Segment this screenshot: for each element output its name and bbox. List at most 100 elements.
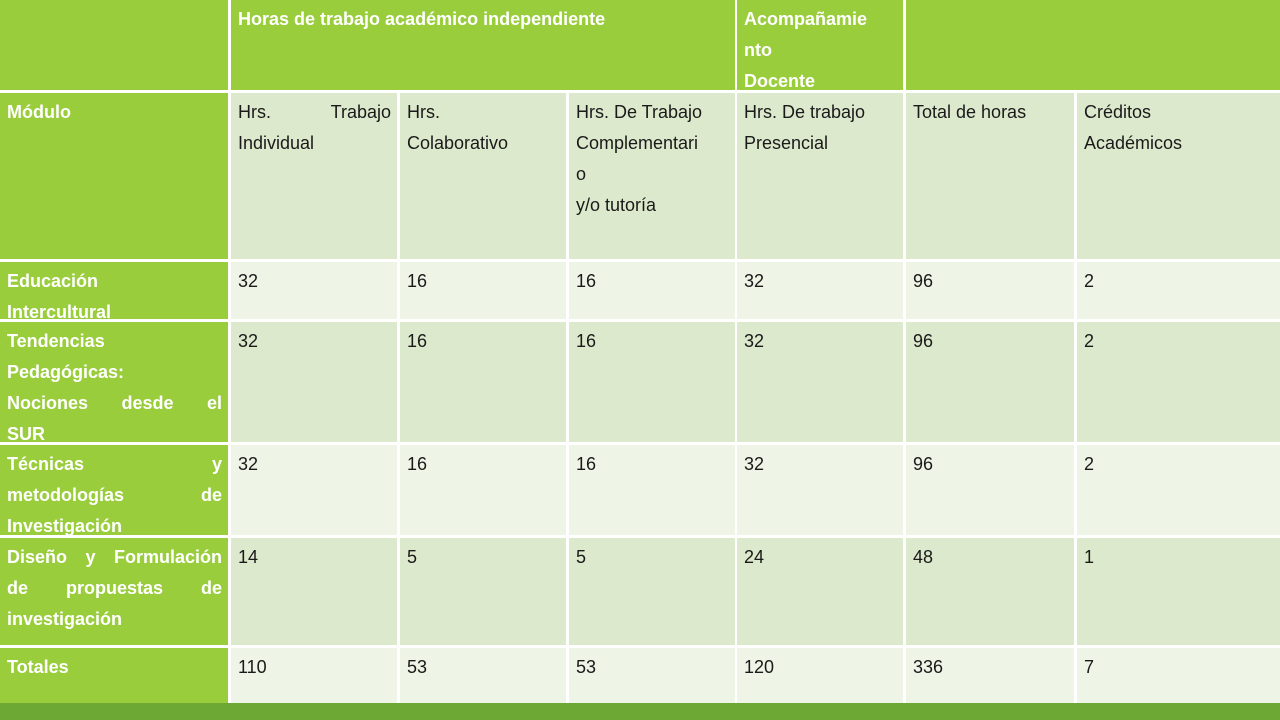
cell-value: 16 <box>407 454 428 474</box>
independent-hours-header: Horas de trabajo académico independiente <box>231 0 735 90</box>
module-column-label: Módulo <box>7 102 71 122</box>
table-cell: 32 <box>231 322 397 442</box>
total-value: 53 <box>576 657 597 677</box>
column-label-line: Hrs. De Trabajo <box>576 102 703 122</box>
column-label-line: o <box>576 164 587 184</box>
table-cell: 5 <box>569 538 735 645</box>
module-label-line: Pedagógicas: <box>7 362 125 382</box>
module-label-line: Intercultural <box>7 302 112 319</box>
totals-cell: 110 <box>231 648 397 703</box>
column-label-line: Académicos <box>1084 133 1183 153</box>
module-cell: Técnicas y metodologías de Investigación <box>0 445 228 535</box>
module-label-line: SUR <box>7 424 46 442</box>
module-column-header: Módulo <box>0 93 228 259</box>
total-value: 7 <box>1084 657 1095 677</box>
column-label-line: Colaborativo <box>407 133 509 153</box>
cell-value: 16 <box>407 271 428 291</box>
module-label-line: Educación <box>7 271 99 291</box>
table-cell: 2 <box>1077 445 1280 535</box>
cell-value: 32 <box>744 331 765 351</box>
module-label-line: Investigación <box>7 516 123 535</box>
table-cell: 32 <box>737 322 903 442</box>
cell-value: 96 <box>913 454 934 474</box>
table-cell: 1 <box>1077 538 1280 645</box>
table-cell: 5 <box>400 538 566 645</box>
cell-value: 32 <box>744 271 765 291</box>
module-label-line: Técnicas y <box>7 454 222 474</box>
cell-value: 16 <box>407 331 428 351</box>
accompaniment-label-line-3: Docente <box>744 71 816 90</box>
module-label-line: investigación <box>7 609 123 629</box>
cell-value: 32 <box>238 331 259 351</box>
table-cell: 16 <box>569 262 735 319</box>
accompaniment-label-line-2: nto <box>744 40 772 60</box>
column-header-individual: Hrs. Trabajo Individual <box>231 93 397 259</box>
table-cell: 16 <box>569 322 735 442</box>
cell-value: 5 <box>407 547 418 567</box>
cell-value: 96 <box>913 331 934 351</box>
column-label-line: Hrs. <box>407 102 440 122</box>
column-header-total: Total de horas <box>906 93 1074 259</box>
module-label-line: Tendencias <box>7 331 105 351</box>
module-cell: Tendencias Pedagógicas: Nociones desde e… <box>0 322 228 442</box>
column-label-line: Individual <box>238 133 315 153</box>
module-label-line: metodologías de <box>7 485 222 505</box>
column-header-presencial: Hrs. De trabajo Presencial <box>737 93 903 259</box>
column-label-line: Presencial <box>744 133 829 153</box>
column-header-collaborative: Hrs. Colaborativo <box>400 93 566 259</box>
empty-header-cell <box>906 0 1280 90</box>
module-label-line: Nociones desde el <box>7 393 222 413</box>
table-cell: 16 <box>400 322 566 442</box>
cell-value: 96 <box>913 271 934 291</box>
cell-value: 2 <box>1084 271 1095 291</box>
table-cell: 24 <box>737 538 903 645</box>
table-cell: 16 <box>569 445 735 535</box>
module-label-line: de propuestas de <box>7 578 222 598</box>
table-cell: 32 <box>737 445 903 535</box>
column-label-line: Hrs. De trabajo <box>744 102 866 122</box>
column-label-line: Hrs. Trabajo <box>238 102 391 122</box>
total-value: 110 <box>238 657 267 677</box>
cell-value: 14 <box>238 547 259 567</box>
totals-label-cell: Totales <box>0 648 228 703</box>
totals-cell: 120 <box>737 648 903 703</box>
table-cell: 32 <box>231 445 397 535</box>
cell-value: 32 <box>744 454 765 474</box>
total-value: 120 <box>744 657 775 677</box>
table-cell: 96 <box>906 445 1074 535</box>
independent-hours-label: Horas de trabajo académico independiente <box>238 9 606 29</box>
total-value: 336 <box>913 657 944 677</box>
cell-value: 24 <box>744 547 765 567</box>
cell-value: 2 <box>1084 331 1095 351</box>
totals-cell: 336 <box>906 648 1074 703</box>
table-cell: 96 <box>906 322 1074 442</box>
column-label-line: Complementari <box>576 133 699 153</box>
totals-cell: 7 <box>1077 648 1280 703</box>
table-cell: 32 <box>231 262 397 319</box>
table-cell: 16 <box>400 262 566 319</box>
table-cell: 48 <box>906 538 1074 645</box>
totals-label: Totales <box>7 657 69 677</box>
table-cell: 2 <box>1077 262 1280 319</box>
table-cell: 2 <box>1077 322 1280 442</box>
cell-value: 16 <box>576 454 597 474</box>
corner-cell <box>0 0 228 90</box>
totals-cell: 53 <box>400 648 566 703</box>
totals-cell: 53 <box>569 648 735 703</box>
cell-value: 5 <box>576 547 587 567</box>
cell-value: 1 <box>1084 547 1095 567</box>
module-cell: Educación Intercultural <box>0 262 228 319</box>
table-cell: 32 <box>737 262 903 319</box>
cell-value: 16 <box>576 271 597 291</box>
footer-bar <box>0 703 1280 720</box>
cell-value: 32 <box>238 271 259 291</box>
column-header-credits: Créditos Académicos <box>1077 93 1280 259</box>
table-cell: 14 <box>231 538 397 645</box>
module-label-line: Diseño y Formulación <box>7 547 222 567</box>
cell-value: 32 <box>238 454 259 474</box>
cell-value: 2 <box>1084 454 1095 474</box>
table-cell: 16 <box>400 445 566 535</box>
cell-value: 48 <box>913 547 934 567</box>
cell-value: 16 <box>576 331 597 351</box>
column-label-line: y/o tutoría <box>576 195 657 215</box>
